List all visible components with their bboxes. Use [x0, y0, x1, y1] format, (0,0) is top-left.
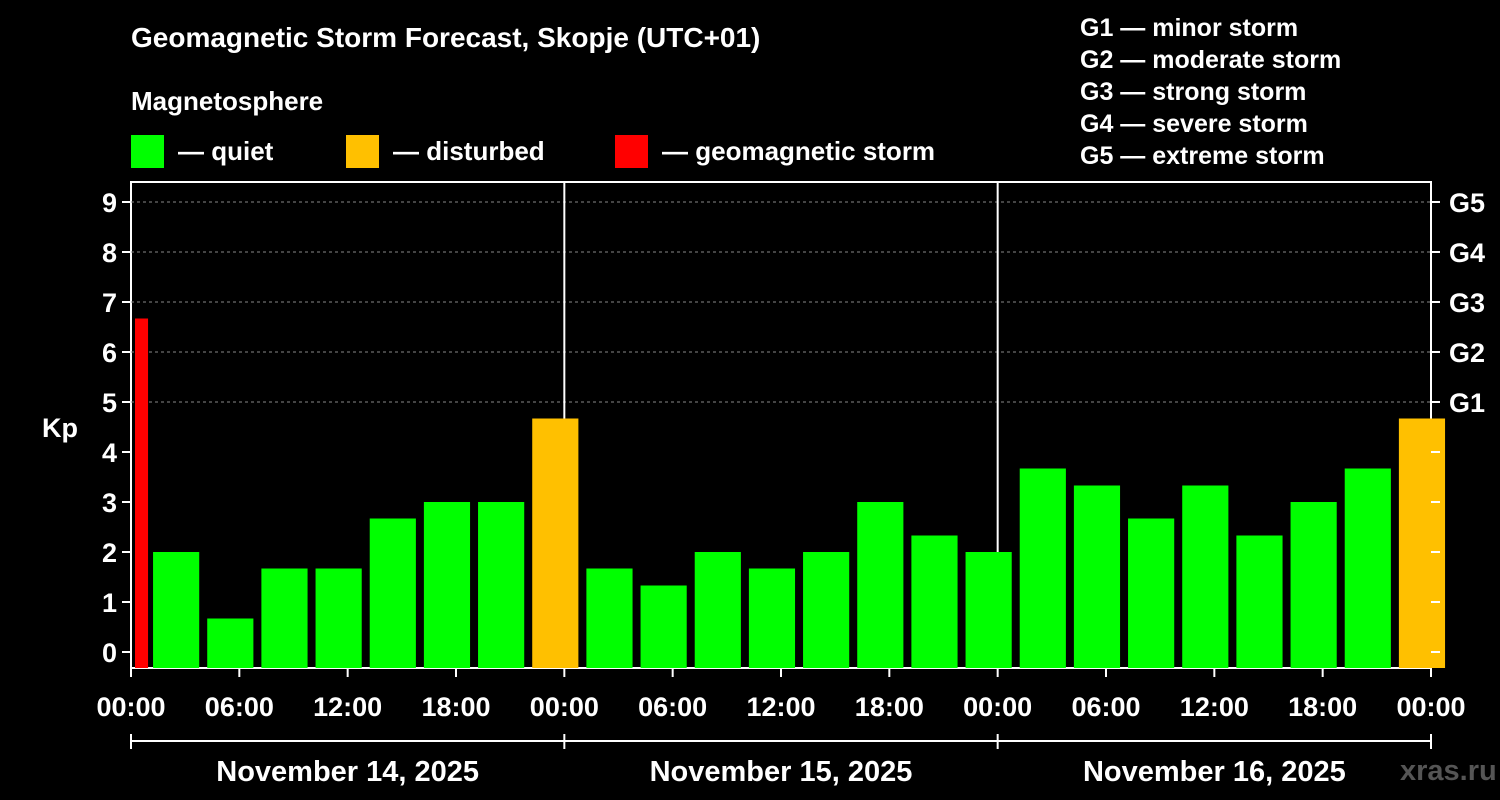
g-legend-g3: G3 — strong storm	[1080, 78, 1307, 106]
kp-bar	[1073, 485, 1121, 668]
kp-bar	[153, 552, 200, 668]
day-label: November 16, 2025	[1083, 756, 1346, 788]
kp-bar	[1128, 518, 1175, 668]
day-label: November 14, 2025	[216, 756, 479, 788]
x-tick-label: 18:00	[421, 692, 490, 722]
g-level-label: G1	[1449, 388, 1485, 418]
kp-bar	[965, 552, 1012, 668]
legend-label-quiet: — quiet	[178, 135, 274, 166]
legend-storm: — geomagnetic storm	[615, 134, 935, 168]
kp-bar	[1019, 468, 1066, 668]
y-tick-label: 8	[102, 238, 117, 268]
magnetosphere-title: Magnetosphere	[131, 86, 324, 116]
g-level-label: G5	[1449, 188, 1485, 218]
x-tick-label: 12:00	[746, 692, 815, 722]
g-level-label: G3	[1449, 288, 1485, 318]
g-legend-g5: G5 — extreme storm	[1080, 142, 1325, 170]
kp-bar	[694, 552, 741, 668]
kp-bar	[478, 502, 525, 668]
kp-bar	[640, 585, 687, 668]
x-tick-label: 12:00	[1180, 692, 1249, 722]
x-tick-label: 06:00	[205, 692, 274, 722]
x-tick-label: 06:00	[638, 692, 707, 722]
legend-swatch-quiet	[131, 134, 164, 168]
y-tick-label: 6	[102, 338, 117, 368]
g-legend-g1: G1 — minor storm	[1080, 14, 1299, 42]
kp-bar	[1290, 502, 1337, 668]
kp-bar	[1398, 418, 1446, 668]
watermark: xras.ru	[1400, 755, 1497, 787]
legend-disturbed: — disturbed	[346, 134, 545, 168]
x-tick-label: 00:00	[963, 692, 1032, 722]
legend-label-disturbed: — disturbed	[393, 135, 545, 166]
kp-bar	[1344, 468, 1391, 668]
x-tick-label: 00:00	[96, 692, 165, 722]
kp-bar	[857, 502, 904, 668]
y-tick-label: 1	[102, 588, 117, 618]
x-tick-label: 12:00	[313, 692, 382, 722]
kp-bar	[369, 518, 416, 668]
kp-bar	[135, 318, 149, 668]
y-axis-label: Kp	[42, 413, 78, 443]
kp-bar	[748, 568, 796, 668]
x-tick-label: 18:00	[855, 692, 924, 722]
g-legend-g4: G4 — severe storm	[1080, 110, 1308, 138]
kp-bar	[423, 502, 471, 668]
y-tick-label: 7	[102, 288, 117, 318]
g-level-label: G2	[1449, 338, 1485, 368]
kp-bar	[911, 535, 958, 668]
g-legend-g2: G2 — moderate storm	[1080, 46, 1342, 74]
x-tick-label: 00:00	[1396, 692, 1465, 722]
x-tick-label: 00:00	[530, 692, 599, 722]
y-tick-label: 4	[102, 438, 117, 468]
legend-swatch-disturbed	[346, 134, 379, 168]
x-tick-label: 06:00	[1071, 692, 1140, 722]
kp-bar	[207, 618, 254, 668]
kp-bar	[315, 568, 362, 668]
y-tick-label: 0	[102, 638, 117, 668]
chart-title: Geomagnetic Storm Forecast, Skopje (UTC+…	[131, 22, 761, 53]
x-tick-label: 18:00	[1288, 692, 1357, 722]
legend-quiet: — quiet	[131, 134, 273, 168]
kp-bar	[261, 568, 308, 668]
y-tick-label: 2	[102, 538, 117, 568]
legend-label-storm: — geomagnetic storm	[662, 135, 936, 166]
kp-bar	[586, 568, 633, 668]
kp-bar	[1236, 535, 1283, 668]
legend-swatch-storm	[615, 134, 648, 168]
kp-bar	[532, 418, 579, 668]
y-tick-label: 3	[102, 488, 117, 518]
y-tick-label: 9	[102, 188, 117, 218]
kp-bar	[1182, 485, 1229, 668]
y-tick-label: 5	[102, 388, 117, 418]
g-level-label: G4	[1449, 238, 1485, 268]
day-label: November 15, 2025	[650, 756, 913, 788]
kp-bar	[803, 552, 850, 668]
